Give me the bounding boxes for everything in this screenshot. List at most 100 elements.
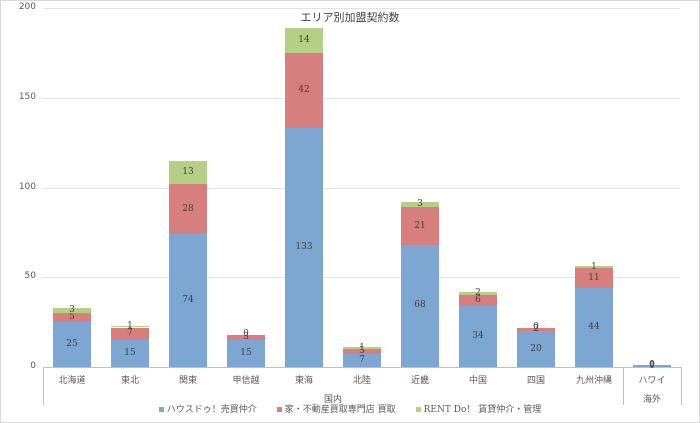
category-label: ハワイ [638,376,666,386]
legend-label: RENT Do！ 賃貸仲介・管理 [423,405,542,415]
data-label: 1 [127,321,133,332]
category-label: 東北 [120,376,139,386]
data-label: 0 [243,329,249,340]
bar-segment [111,340,149,367]
data-label: 68 [414,300,426,311]
data-label: 0 [649,359,655,370]
legend-label: ハウスドゥ！売買仲介 [166,405,257,415]
bar-segment [169,183,207,235]
data-label: 25 [66,339,78,350]
stacked-bar: 15 3 0 [227,0,265,367]
group-label-overseas: 海外 [642,395,661,405]
y-tick-label: 100 [18,181,36,192]
bar-segment [169,160,207,184]
data-label: 44 [588,322,600,332]
stacked-bar: 34 6 2 [459,0,497,367]
bar-segment [111,325,149,328]
bar-segment [575,268,613,288]
y-tick-label: 150 [18,91,36,102]
stacked-bar: 25 5 3 [53,0,91,367]
bar-segment [517,327,555,332]
bar-segment [343,347,381,350]
legend-item: RENT Do！ 賃貸仲介・管理 [415,402,542,415]
category-label: 甲信越 [232,376,260,386]
data-label: 5 [69,312,75,323]
x-axis-line [43,367,681,368]
category-label: 北陸 [352,376,371,386]
stacked-bar: 20 2 0 [517,0,555,367]
data-label: 3 [359,346,365,357]
bar-segment [285,52,323,129]
data-label: 2 [475,287,481,298]
data-label: 15 [124,348,136,359]
data-label: 28 [182,203,194,214]
bar-segment [401,244,439,367]
data-label: 7 [127,328,133,339]
data-label: 6 [475,295,481,306]
bar-segment [285,128,323,367]
data-label: 13 [182,166,194,177]
legend-item: ハウスドゥ！売買仲介 [158,402,257,415]
category-label: 北海道 [58,376,86,386]
category-label: 四国 [526,376,545,386]
y-tick-label: 50 [24,271,36,282]
y-tick-label: 200 [18,2,36,12]
data-label: 7 [359,355,365,366]
stacked-bar: 74 28 13 [169,0,207,367]
bar-segment [53,322,91,367]
y-tick-label: 0 [30,361,36,371]
gridline [43,8,680,9]
data-label: 3 [69,304,75,315]
data-label: 0 [533,322,539,332]
bar-segment [53,313,91,323]
legend-swatch-icon [276,407,282,412]
group-separator [623,367,624,405]
legend-swatch-icon [158,407,164,412]
legend-label: 家・不動産買取専門店 買取 [284,405,396,415]
bar-segment [459,305,497,367]
bar-segment [633,365,671,368]
bar-segment [227,340,265,367]
gridline [43,277,680,279]
bar-segment [575,266,613,269]
bar-segment [53,307,91,314]
category-label: 中国 [468,376,487,386]
group-label-domestic: 国内 [323,395,342,405]
chart-title: エリア別加盟契約数 [300,11,400,24]
data-label: 1 [591,261,597,272]
category-label: 近畿 [410,376,429,386]
gridline [43,97,680,99]
bar-segment [575,288,613,367]
bar-segment [517,331,555,367]
stacked-bar: 133 42 14 [285,0,323,367]
data-label: 15 [240,348,252,359]
data-label: 1 [359,342,365,353]
data-label: 11 [588,272,600,283]
gridline [43,187,680,189]
legend: ハウスドゥ！売買仲介 家・不動産買取専門店 買取 RENT Do！ 賃貸仲介・管理 [0,402,700,415]
data-label: 133 [295,242,313,253]
data-label: 42 [298,85,310,96]
stacked-bar: 15 7 1 [111,0,149,367]
data-label: 34 [472,330,484,341]
bar-segment [343,354,381,367]
bar-segment [343,349,381,355]
data-label: 14 [298,34,310,45]
bar-segment [401,207,439,245]
data-label: 74 [182,295,194,306]
data-label: 21 [414,220,426,231]
bar-segment [401,201,439,208]
data-label: 3 [243,331,249,342]
data-label: 2 [533,323,539,334]
data-label: 20 [530,343,542,354]
category-label: 関東 [178,376,197,386]
category-label: 九州沖縄 [575,376,612,386]
stacked-bar: 44 11 1 [575,0,613,367]
bar-segment [227,334,265,341]
bar-segment [285,27,323,53]
stacked-bar: 68 21 3 [401,0,439,367]
bar-segment [111,327,149,341]
x-axis-tick-right [681,367,682,405]
